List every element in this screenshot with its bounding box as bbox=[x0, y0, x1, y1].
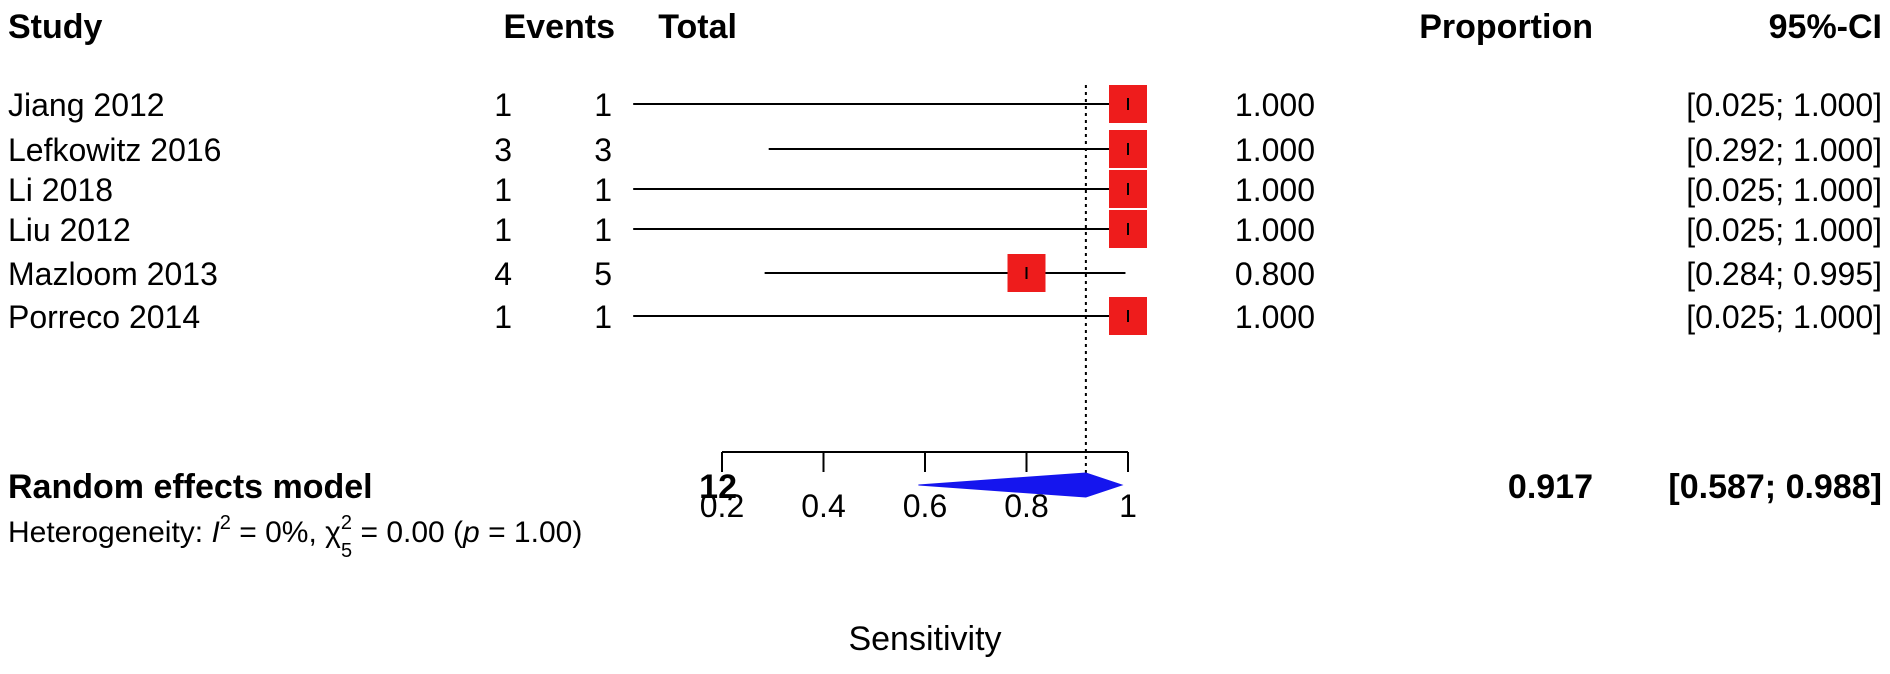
study-events: 1 bbox=[494, 212, 512, 248]
study-total: 5 bbox=[594, 256, 612, 292]
x-axis-tick-label: 0.4 bbox=[801, 488, 845, 524]
study-total: 1 bbox=[594, 212, 612, 248]
summary-label: Random effects model bbox=[8, 468, 373, 506]
study-ci: [0.025; 1.000] bbox=[1686, 212, 1882, 248]
study-events: 1 bbox=[494, 87, 512, 123]
heterogeneity-p-symbol: p bbox=[462, 516, 480, 549]
study-total: 1 bbox=[594, 299, 612, 335]
study-events: 1 bbox=[494, 299, 512, 335]
heterogeneity-i2-exp: 2 bbox=[220, 512, 231, 534]
heterogeneity-chi-sub: 5 bbox=[341, 540, 352, 562]
study-name: Jiang 2012 bbox=[8, 87, 165, 123]
study-events: 1 bbox=[494, 172, 512, 208]
header-proportion: Proportion bbox=[1419, 8, 1593, 46]
header-study: Study bbox=[8, 8, 103, 46]
study-proportion: 1.000 bbox=[1235, 212, 1315, 248]
study-ci: [0.284; 0.995] bbox=[1686, 256, 1882, 292]
study-name: Porreco 2014 bbox=[8, 299, 200, 335]
study-ci: [0.025; 1.000] bbox=[1686, 172, 1882, 208]
study-name: Mazloom 2013 bbox=[8, 256, 218, 292]
study-name: Liu 2012 bbox=[8, 212, 131, 248]
header-ci: 95%-CI bbox=[1769, 8, 1882, 46]
x-axis-tick-label: 0.6 bbox=[903, 488, 947, 524]
summary-diamond bbox=[918, 472, 1124, 498]
study-name: Li 2018 bbox=[8, 172, 113, 208]
header-events: Events bbox=[504, 8, 616, 46]
study-total: 1 bbox=[594, 87, 612, 123]
header-total: Total bbox=[658, 8, 737, 46]
study-proportion: 1.000 bbox=[1235, 132, 1315, 168]
study-name: Lefkowitz 2016 bbox=[8, 132, 221, 168]
study-events: 4 bbox=[494, 256, 512, 292]
x-axis-tick-label: 1 bbox=[1119, 488, 1137, 524]
study-ci: [0.025; 1.000] bbox=[1686, 299, 1882, 335]
heterogeneity-prefix: Heterogeneity: bbox=[8, 516, 211, 549]
heterogeneity-chi-symbol: χ bbox=[325, 516, 341, 549]
study-total: 1 bbox=[594, 172, 612, 208]
summary-ci: [0.587; 0.988] bbox=[1668, 468, 1882, 506]
study-proportion: 0.800 bbox=[1235, 256, 1315, 292]
study-total: 3 bbox=[594, 132, 612, 168]
x-axis-tick-label: 0.2 bbox=[700, 488, 744, 524]
study-proportion: 1.000 bbox=[1235, 87, 1315, 123]
heterogeneity-text: Heterogeneity: I2 = 0%, χ2 5 = 0.00 (p = … bbox=[8, 512, 582, 562]
heterogeneity-i2-symbol: I bbox=[211, 516, 219, 549]
x-axis-label: Sensitivity bbox=[848, 620, 1001, 658]
summary-proportion: 0.917 bbox=[1508, 468, 1593, 506]
x-axis-tick-label: 0.8 bbox=[1004, 488, 1048, 524]
heterogeneity-i2-value: = 0%, bbox=[231, 516, 325, 549]
x-axis: 0.2 0.4 0.6 0.8 1 bbox=[700, 451, 1137, 524]
study-rows: Jiang 2012 1 1 1.000 [0.025; 1.000] Lefkowitz… bbox=[8, 85, 1882, 335]
study-ci: [0.292; 1.000] bbox=[1686, 132, 1882, 168]
heterogeneity-chi-exp: 2 bbox=[341, 512, 352, 534]
study-proportion: 1.000 bbox=[1235, 172, 1315, 208]
heterogeneity-chi-value: = 0.00 ( bbox=[352, 516, 463, 549]
summary-total: 12 bbox=[699, 468, 737, 506]
study-events: 3 bbox=[494, 132, 512, 168]
study-ci: [0.025; 1.000] bbox=[1686, 87, 1882, 123]
heterogeneity-p-value: = 1.00) bbox=[480, 516, 583, 549]
study-proportion: 1.000 bbox=[1235, 299, 1315, 335]
